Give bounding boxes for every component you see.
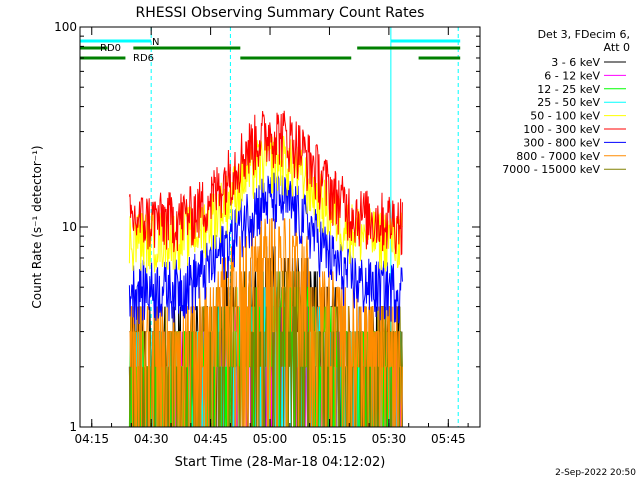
legend-label: 100 - 300 keV (523, 123, 600, 136)
x-tick-label: 05:30 (372, 432, 407, 446)
x-tick-label: 05:00 (253, 432, 288, 446)
legend-label: 6 - 12 keV (544, 69, 600, 82)
plot-area (128, 110, 403, 428)
legend-label: 25 - 50 keV (537, 96, 600, 109)
annotation-label-rd0: RD0 (100, 43, 121, 54)
y-axis-label: Count Rate (s⁻¹ detector⁻¹) (30, 145, 44, 308)
legend-label: 3 - 6 keV (551, 56, 600, 69)
legend-label: 50 - 100 keV (530, 110, 600, 123)
legend-label: 300 - 800 keV (523, 136, 600, 149)
x-tick-label: 05:45 (431, 432, 466, 446)
y-tick-label: 1 (69, 420, 77, 434)
axes: 04:15 04:30 04:45 05:00 05:15 05:30 05:45 1 10 10… (54, 20, 480, 446)
legend-label: 7000 - 15000 keV (502, 163, 600, 176)
chart-title: RHESSI Observing Summary Count Rates (136, 5, 425, 21)
x-axis-label: Start Time (28-Mar-18 04:12:02) (175, 455, 386, 470)
footer-timestamp: 2-Sep-2022 20:50 (555, 468, 636, 478)
annotation-label-rd6: RD6 (133, 53, 154, 64)
x-tick-label: 04:45 (193, 432, 228, 446)
annotation-bars: N RD0 RD6 (80, 37, 461, 64)
legend-label: 800 - 7000 keV (516, 150, 600, 163)
legend-title-line2: Att 0 (604, 41, 630, 54)
legend-title-line1: Det 3, FDecim 6, (538, 28, 630, 41)
legend-label: 12 - 25 keV (537, 83, 600, 96)
annotation-label-n: N (152, 37, 159, 48)
y-tick-label: 100 (54, 20, 77, 34)
x-tick-label: 05:15 (312, 432, 347, 446)
series-line-5 (128, 110, 403, 256)
y-tick-label: 10 (62, 220, 77, 234)
x-tick-label: 04:15 (74, 432, 109, 446)
x-tick-label: 04:30 (134, 432, 169, 446)
